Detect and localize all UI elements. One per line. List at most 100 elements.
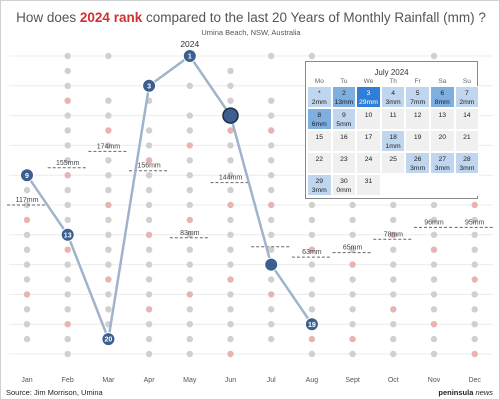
history-dot: [145, 142, 153, 149]
history-dot: [64, 306, 71, 313]
history-dot: [308, 350, 316, 358]
day-number: 21: [463, 134, 471, 141]
history-dot: [390, 335, 397, 343]
history-dot: [23, 231, 31, 238]
day-rainfall: 3mm: [410, 165, 426, 172]
history-dot: [186, 142, 193, 149]
history-dot: [390, 321, 397, 328]
history-dot: [186, 306, 193, 313]
source-name: Jim Morrison, Umina: [33, 388, 103, 397]
history-dot: [23, 261, 31, 268]
day-number: 3: [366, 90, 371, 97]
day-number: 4: [391, 90, 395, 97]
history-dot: [471, 246, 478, 253]
rank-marker: [222, 107, 239, 124]
x-tick-label: Jan: [21, 377, 32, 384]
history-dot: [105, 186, 112, 194]
history-dot: [105, 127, 112, 134]
history-dot: [471, 321, 478, 328]
history-dot: [227, 350, 234, 358]
history-dot: [268, 246, 275, 253]
history-dot: [64, 321, 71, 328]
brand-bold: peninsula: [438, 388, 474, 397]
history-dot: [64, 142, 71, 149]
history-dot: [64, 201, 71, 209]
history-dot: [430, 52, 438, 60]
history-dot: [430, 216, 438, 224]
history-dot: [105, 201, 112, 209]
day-rainfall: 3mm: [311, 187, 327, 194]
history-dot: [227, 97, 234, 104]
rank-label: 1: [188, 54, 192, 61]
calendar-day-cell: 6 8mm: [430, 86, 455, 108]
history-dot: [227, 172, 234, 179]
history-dot: [268, 291, 275, 298]
day-rainfall: 2mm: [459, 99, 475, 106]
history-dot: [349, 276, 356, 283]
history-dot: [349, 231, 356, 238]
rank-label: 9: [25, 173, 29, 180]
history-dot: [105, 52, 112, 60]
history-dot: [105, 276, 112, 283]
history-dot: [64, 350, 71, 358]
history-dot: [268, 231, 275, 238]
calendar-day-cell: 17: [356, 130, 381, 152]
x-tick-label: Oct: [388, 377, 399, 384]
history-dot: [145, 231, 153, 238]
history-dot: [105, 231, 112, 238]
brand-italic: news: [473, 388, 493, 397]
day-rainfall: 3mm: [459, 165, 475, 172]
average-label: 155mm: [56, 160, 80, 167]
history-dot: [64, 97, 71, 104]
history-dot: [268, 142, 275, 149]
calendar-day-cell: 8 6mm: [307, 108, 332, 130]
history-dot: [64, 261, 71, 268]
history-dot: [227, 142, 234, 149]
history-dot: [308, 276, 316, 283]
history-dot: [105, 172, 112, 179]
history-dot: [145, 276, 153, 283]
history-dot: [308, 306, 316, 313]
day-number: 7: [465, 90, 469, 97]
day-number: 20: [438, 134, 447, 141]
day-rainfall: 5mm: [336, 121, 352, 128]
day-number: 17: [364, 134, 373, 141]
calendar-day-cell: 9 5mm: [331, 108, 357, 130]
history-dot: [145, 321, 153, 328]
day-number: 8: [317, 112, 322, 119]
calendar-day-cell: 30 0mm: [331, 174, 357, 196]
history-dot: [64, 67, 71, 75]
history-dot: [390, 246, 397, 253]
history-dot: [308, 52, 316, 60]
day-rainfall: 2mm: [311, 99, 327, 106]
rank-label: 3: [147, 83, 151, 90]
history-dot: [23, 291, 31, 298]
history-dot: [23, 306, 31, 313]
day-number: 27: [438, 156, 447, 163]
history-dot: [64, 82, 71, 90]
rank-line-layer: [25, 54, 313, 341]
history-dot: [349, 216, 356, 224]
history-dot: [64, 246, 71, 253]
day-number: 30: [340, 178, 348, 185]
history-dot: [308, 335, 316, 343]
day-number: 16: [340, 134, 348, 141]
calendar-empty-cell: [454, 174, 480, 196]
rank-marker: [60, 227, 75, 242]
average-label: 63mm: [302, 249, 322, 256]
history-dot: [349, 261, 356, 268]
rank-marker: [264, 257, 279, 272]
weekday-label: Th: [389, 78, 397, 85]
day-rainfall: 8mm: [434, 99, 450, 106]
history-dot: [227, 201, 234, 209]
rank-line: [25, 54, 313, 341]
history-dot: [145, 157, 153, 164]
calendar-day-cell: 27 3mm: [430, 152, 455, 174]
year-label: 2024: [180, 39, 199, 49]
history-dot: [430, 350, 438, 358]
calendar-day-cell: 12: [405, 108, 430, 130]
average-label: 65mm: [343, 245, 363, 252]
history-dot: [268, 201, 275, 209]
history-dot: [227, 67, 234, 75]
